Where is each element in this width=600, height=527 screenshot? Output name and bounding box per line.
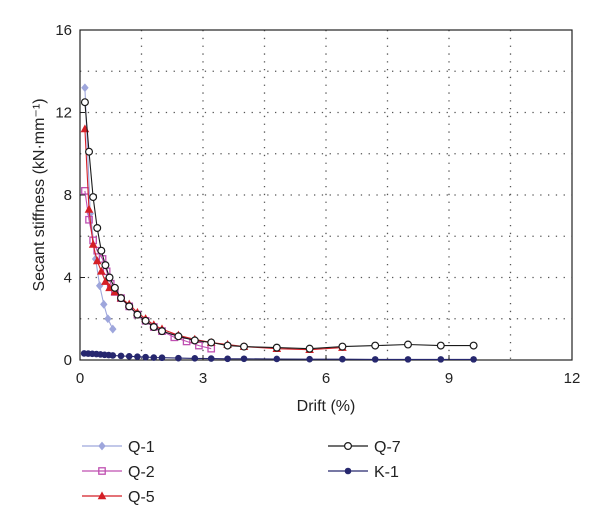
data-point — [84, 204, 94, 213]
data-point — [175, 354, 182, 362]
data-point — [93, 224, 102, 233]
y-axis-ticks: 0 4 8 12 16 — [55, 22, 85, 369]
data-point — [125, 302, 134, 311]
x-tick-label: 3 — [199, 370, 207, 387]
data-point — [404, 340, 413, 349]
legend-label: Q-5 — [128, 489, 155, 506]
data-point — [305, 344, 314, 353]
data-point — [104, 314, 112, 324]
data-point — [117, 352, 125, 360]
series-layer — [80, 83, 478, 363]
data-point — [100, 299, 108, 309]
x-tick-label: 12 — [564, 370, 581, 387]
data-point — [116, 294, 125, 303]
data-point — [191, 355, 199, 362]
data-point — [92, 256, 102, 265]
y-axis-label: Secant stiffness (kN·mm⁻¹) — [31, 98, 48, 291]
data-point — [97, 246, 106, 255]
data-point — [273, 355, 281, 363]
data-point — [469, 341, 478, 350]
legend-item-q-2: Q-2 — [82, 464, 155, 481]
data-point — [150, 354, 158, 361]
data-point — [133, 310, 142, 319]
y-tick-label: 12 — [55, 105, 72, 122]
data-point — [85, 147, 94, 156]
x-axis-label: Drift (%) — [297, 398, 356, 415]
data-point — [85, 215, 93, 224]
data-point — [174, 332, 183, 341]
data-point — [101, 261, 110, 270]
data-point — [437, 356, 445, 363]
data-point — [97, 266, 106, 275]
data-point — [105, 273, 114, 282]
legend: Q-1 Q-2 Q-5 Q-7 K-1 — [82, 439, 401, 506]
legend-item-k-1: K-1 — [328, 464, 399, 481]
data-point — [134, 353, 141, 361]
data-point — [141, 316, 150, 325]
data-point — [110, 283, 119, 292]
series-k-1 — [80, 350, 477, 363]
series-line — [84, 128, 343, 351]
data-point — [142, 353, 149, 361]
data-point — [470, 356, 477, 363]
x-tick-label: 6 — [322, 370, 330, 387]
data-point — [223, 341, 232, 350]
legend-swatch-marker — [98, 467, 106, 475]
data-point — [101, 276, 110, 285]
data-point — [371, 341, 380, 350]
data-point — [240, 342, 249, 351]
y-tick-label: 0 — [64, 352, 72, 369]
data-point — [190, 336, 199, 345]
legend-item-q-5: Q-5 — [82, 489, 155, 506]
data-point — [81, 83, 89, 93]
legend-swatch-marker — [344, 467, 352, 475]
x-axis-ticks: 0 3 6 9 12 — [76, 355, 581, 387]
data-point — [207, 338, 216, 347]
legend-label: Q-1 — [128, 439, 155, 456]
y-tick-label: 16 — [55, 22, 72, 39]
data-point — [125, 352, 133, 360]
y-tick-label: 8 — [64, 187, 72, 204]
data-point — [436, 341, 445, 350]
legend-item-q-7: Q-7 — [328, 439, 401, 456]
series-line — [84, 102, 474, 350]
data-point — [207, 355, 215, 362]
legend-label: K-1 — [374, 464, 399, 481]
data-point — [95, 281, 104, 291]
series-q-7 — [80, 98, 478, 353]
data-point — [109, 324, 117, 334]
data-point — [240, 355, 248, 363]
data-point — [158, 354, 166, 362]
data-point — [89, 193, 98, 202]
legend-item-q-1: Q-1 — [82, 439, 155, 456]
legend-label: Q-2 — [128, 464, 155, 481]
data-point — [80, 98, 89, 107]
legend-swatch-marker — [97, 491, 107, 500]
data-point — [88, 239, 98, 248]
x-tick-label: 9 — [445, 370, 453, 387]
grid — [80, 30, 572, 360]
data-point — [158, 327, 167, 336]
legend-label: Q-7 — [374, 439, 401, 456]
data-point — [338, 342, 347, 351]
data-point — [371, 356, 379, 363]
legend-swatch-marker — [344, 442, 353, 451]
legend-swatch-marker — [98, 441, 106, 451]
data-point — [109, 352, 117, 359]
data-point — [306, 355, 313, 363]
data-point — [149, 323, 158, 332]
data-point — [272, 343, 281, 352]
x-tick-label: 0 — [76, 370, 84, 387]
data-point — [224, 355, 231, 363]
data-point — [404, 356, 412, 363]
y-tick-label: 4 — [64, 270, 72, 287]
data-point — [339, 355, 346, 363]
